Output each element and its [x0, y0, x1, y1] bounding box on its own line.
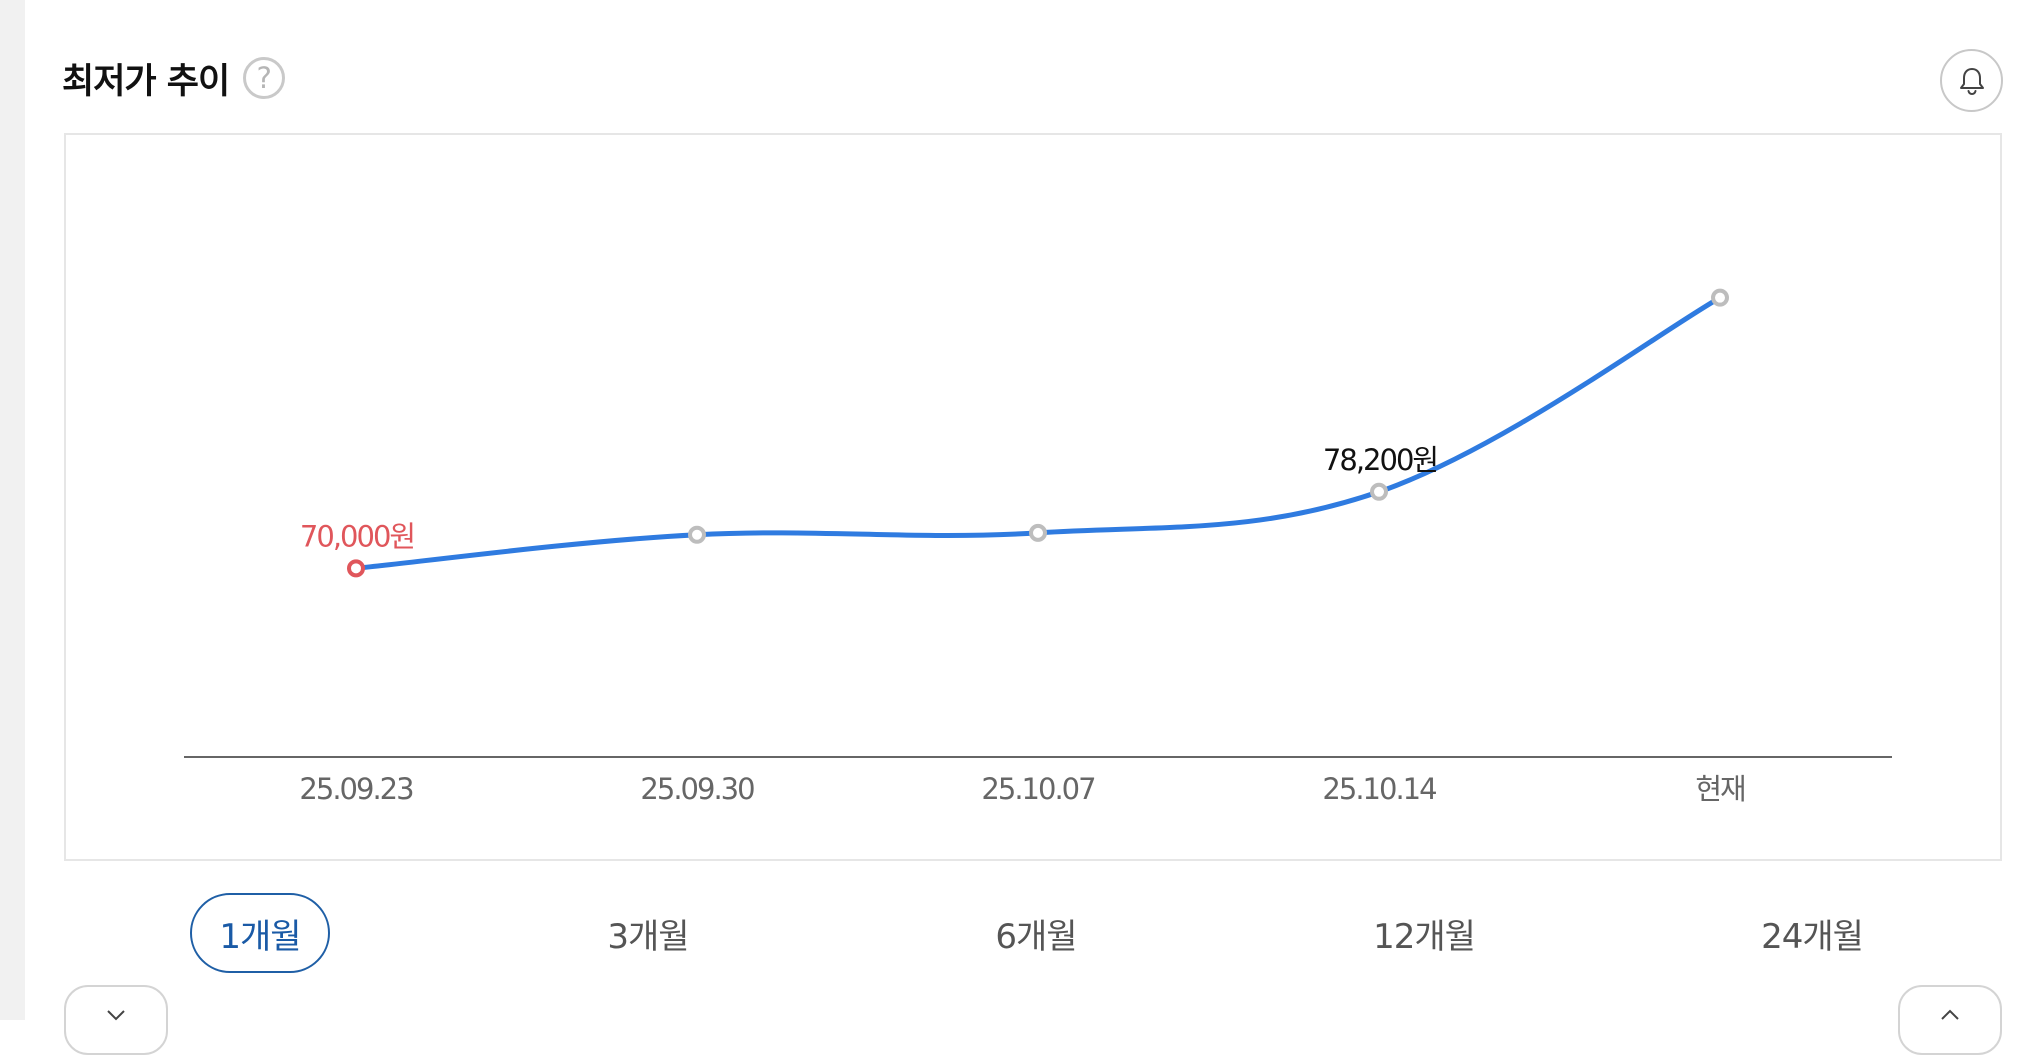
price-trend-svg: 70,000원 78,200원 25.09.23 25.09.30 25.10.07 25…	[184, 288, 1892, 806]
data-point	[1029, 523, 1047, 542]
price-alert-button[interactable]	[1940, 49, 2003, 112]
data-point	[1711, 288, 1729, 307]
period-tab[interactable]: 12개월	[1373, 916, 1476, 957]
scroll-down-button[interactable]	[64, 985, 168, 1055]
x-tick-label: 25.10.07	[981, 772, 1094, 806]
period-tab[interactable]: 3개월	[607, 916, 689, 957]
price-trend-chart: 70,000원 78,200원 25.09.23 25.09.30 25.10.07 25…	[64, 133, 2002, 861]
x-tick-label: 현재	[1695, 772, 1744, 806]
help-icon[interactable]: ?	[243, 57, 286, 99]
scroll-up-button[interactable]	[1898, 985, 2002, 1055]
section-header: 최저가 추이 ?	[62, 48, 286, 108]
x-tick-label: 25.10.14	[1322, 772, 1436, 806]
data-point	[347, 559, 365, 578]
chevron-down-icon	[107, 1010, 125, 1021]
chevron-up-icon	[1941, 1009, 1959, 1020]
period-tab[interactable]: 6개월	[995, 916, 1077, 957]
data-point	[1370, 482, 1388, 501]
period-tab[interactable]: 24개월	[1761, 916, 1864, 957]
bell-icon	[1959, 67, 1984, 95]
period-tabs: 1개월 3개월 6개월 12개월 24개월	[0, 893, 2024, 973]
point-value-label: 70,000원	[300, 519, 414, 553]
point-value-label: 78,200원	[1323, 443, 1437, 477]
data-point	[688, 525, 706, 544]
section-title: 최저가 추이	[62, 61, 230, 102]
help-glyph: ?	[256, 61, 272, 95]
x-tick-label: 25.09.23	[299, 772, 413, 806]
x-tick-label: 25.09.30	[640, 772, 754, 806]
left-rail	[0, 0, 25, 1020]
period-tab[interactable]: 1개월	[190, 893, 330, 973]
